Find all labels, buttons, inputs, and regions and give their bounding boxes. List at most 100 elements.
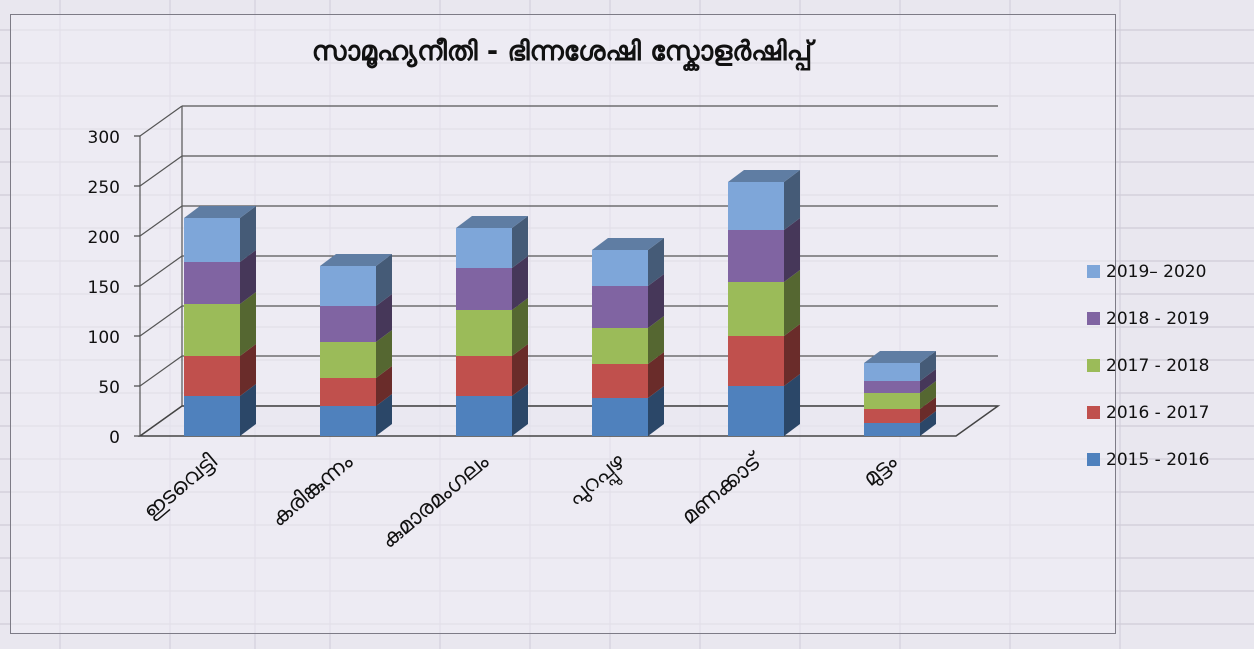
bar-segment: [592, 238, 664, 286]
bar-segment: [184, 384, 256, 436]
bar-side: [648, 352, 664, 398]
bar-front: [864, 363, 920, 381]
bar-front: [864, 409, 920, 423]
gridline-side: [139, 155, 183, 187]
bar-front: [456, 228, 512, 268]
bar-top: [456, 216, 528, 228]
bar-top: [184, 206, 256, 218]
bar-front: [320, 342, 376, 378]
bar-segment: [320, 366, 392, 406]
gridline-side: [139, 105, 183, 137]
bar-segment: [456, 384, 528, 436]
bar-top: [864, 351, 936, 363]
bar-front: [184, 396, 240, 436]
legend-label: 2015 - 2016: [1106, 449, 1210, 470]
legend-item: 2016 - 2017: [1087, 389, 1209, 436]
x-tick-label: ഇടവെട്ടി: [139, 449, 222, 524]
bar-front: [592, 250, 648, 286]
bar-side: [920, 411, 936, 436]
bar-side: [784, 170, 800, 230]
bar-front: [456, 356, 512, 396]
x-tick-label: കുമാരമംഗലം: [376, 449, 494, 554]
bar-side: [648, 274, 664, 328]
bar-segment: [728, 374, 800, 436]
bar-side: [240, 384, 256, 436]
bar-segment: [728, 270, 800, 336]
bar-segment: [320, 394, 392, 436]
bar-side: [920, 369, 936, 393]
y-tick-label: 0: [109, 428, 120, 448]
bar-side: [376, 394, 392, 436]
bar-front: [456, 310, 512, 356]
bar-front: [592, 286, 648, 328]
bar-side: [784, 270, 800, 336]
legend-label: 2019– 2020: [1106, 261, 1207, 282]
bar-segment: [864, 411, 936, 436]
bar-front: [320, 406, 376, 436]
bar-side: [512, 384, 528, 436]
legend-swatch: [1087, 359, 1100, 372]
y-tick-label: 300: [88, 128, 120, 148]
bar-segment: [728, 324, 800, 386]
bar-segment: [592, 386, 664, 436]
bar-segment: [456, 298, 528, 356]
bar-side: [512, 298, 528, 356]
bar-segment: [592, 274, 664, 328]
bar-side: [648, 316, 664, 364]
bar-front: [184, 218, 240, 262]
bar-segment: [320, 254, 392, 306]
bar-side: [920, 381, 936, 409]
bar-top: [592, 238, 664, 250]
bar-front: [320, 266, 376, 306]
bar-segment: [864, 397, 936, 423]
bar-side: [376, 330, 392, 378]
y-tick-label: 150: [88, 278, 120, 298]
chart-title: സാമൂഹ്യനീതി - ഭിന്നശേഷി സ്കോളർഷിപ്പ്: [311, 36, 813, 67]
bar-side: [784, 324, 800, 386]
bar-segment: [184, 206, 256, 262]
chart-legend: 2019– 2020 2018 - 2019 2017 - 2018 2016 - 2…: [1087, 248, 1209, 483]
bar-segment: [456, 344, 528, 396]
bar-front: [456, 396, 512, 436]
bar-front: [728, 182, 784, 230]
bar-side: [240, 292, 256, 356]
bar-segment: [456, 216, 528, 268]
gridline-side: [139, 305, 183, 337]
bar-side: [240, 250, 256, 304]
bar-segment: [184, 292, 256, 356]
legend-item: 2015 - 2016: [1087, 436, 1209, 483]
bar-side: [512, 256, 528, 310]
bar-segment: [864, 381, 936, 409]
legend-label: 2016 - 2017: [1106, 402, 1210, 423]
bar-front: [728, 230, 784, 282]
bar-top: [728, 170, 800, 182]
bar-front: [592, 364, 648, 398]
legend-label: 2017 - 2018: [1106, 355, 1210, 376]
bar-front: [320, 306, 376, 342]
legend-swatch: [1087, 265, 1100, 278]
x-tick-label: പുറപ്പുഴ: [563, 449, 635, 516]
bar-segment: [864, 351, 936, 381]
bar-side: [240, 344, 256, 396]
bar-side: [376, 294, 392, 342]
bar-front: [728, 282, 784, 336]
legend-item: 2017 - 2018: [1087, 342, 1209, 389]
bar-segment: [184, 344, 256, 396]
legend-item: 2019– 2020: [1087, 248, 1209, 295]
bar-front: [592, 328, 648, 364]
legend-label: 2018 - 2019: [1106, 308, 1210, 329]
bar-side: [784, 218, 800, 282]
bar-segment: [592, 316, 664, 364]
bar-segment: [728, 170, 800, 230]
bar-front: [864, 381, 920, 393]
bar-side: [376, 254, 392, 306]
bar-side: [240, 206, 256, 262]
legend-swatch: [1087, 406, 1100, 419]
bar-segment: [184, 250, 256, 304]
bar-front: [592, 398, 648, 436]
x-tick-label: മുട്ടം: [858, 449, 902, 492]
x-tick-label: മണക്കാട്: [677, 448, 768, 530]
bar-front: [184, 356, 240, 396]
legend-item: 2018 - 2019: [1087, 295, 1209, 342]
y-tick-label: 100: [88, 328, 120, 348]
